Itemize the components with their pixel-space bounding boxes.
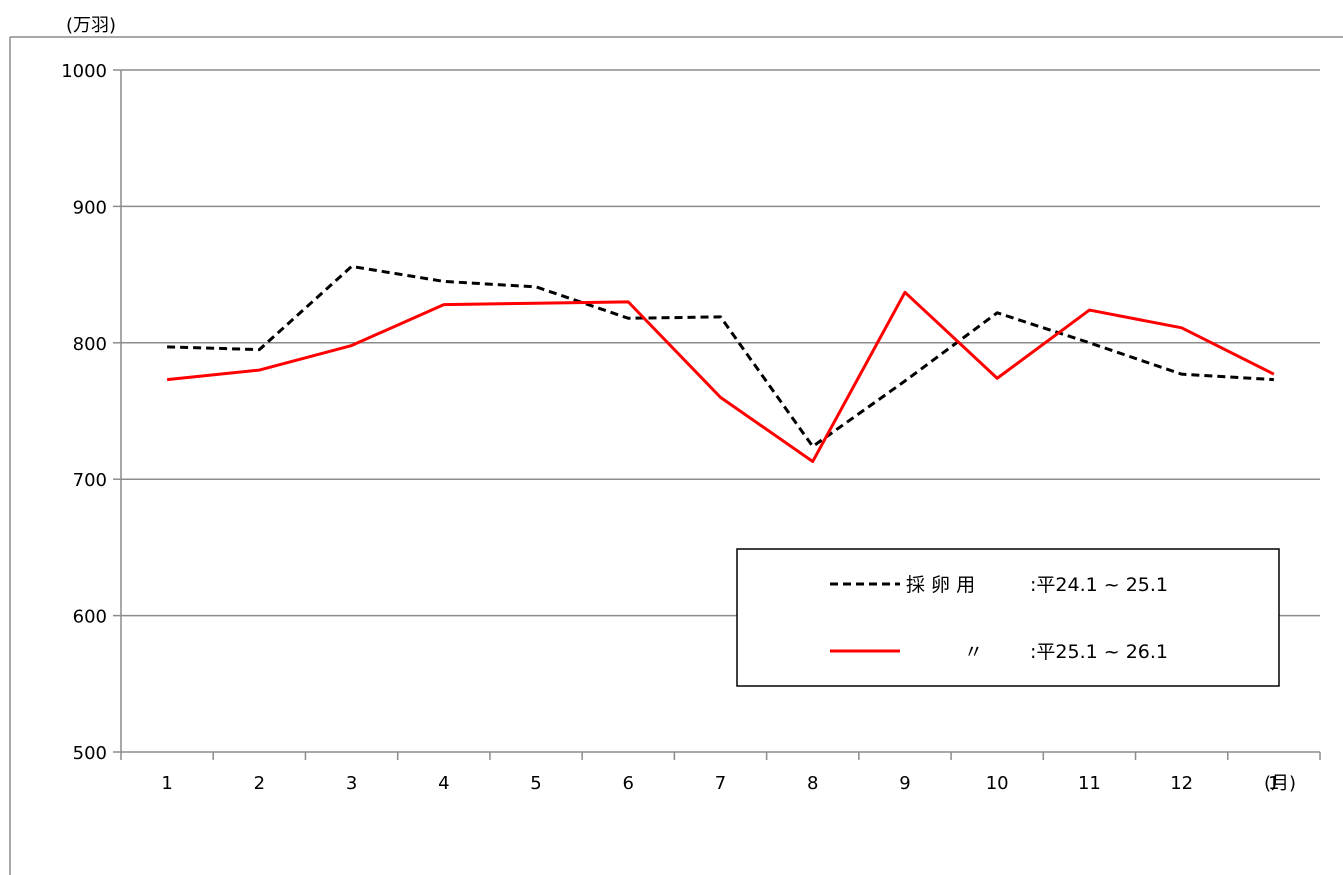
x-tick-label: 2 <box>254 773 265 794</box>
legend-period-series-1: :平24.1 ~ 25.1 <box>1030 574 1168 596</box>
legend-label-series-1: 採 卵 用 <box>906 574 975 596</box>
x-tick-label: 9 <box>899 773 910 794</box>
x-tick-label: 11 <box>1078 773 1101 794</box>
legend: 採 卵 用 :平24.1 ~ 25.1 〃 :平25.1 ~ 26.1 <box>736 548 1280 687</box>
gridlines <box>121 69 1320 617</box>
x-tick-label: 1 <box>161 773 172 794</box>
y-axis-ticks: 500 600 700 800 900 1000 <box>61 61 121 764</box>
x-tick-label: 6 <box>623 773 634 794</box>
x-tick-label: 10 <box>986 773 1009 794</box>
x-tick-label: 3 <box>346 773 357 794</box>
y-tick-label: 600 <box>73 607 107 628</box>
legend-label-series-2: 〃 <box>964 641 983 663</box>
y-tick-label: 1000 <box>61 61 107 82</box>
y-tick-label: 800 <box>73 334 107 355</box>
x-tick-label: 4 <box>438 773 449 794</box>
x-unit-label: (月) <box>1264 773 1296 794</box>
x-tick-label: 8 <box>807 773 818 794</box>
y-tick-label: 700 <box>73 470 107 491</box>
x-tick-label: 1 <box>1268 773 1279 794</box>
series-line-1 <box>167 264 1274 448</box>
x-tick-label: 7 <box>715 773 726 794</box>
x-axis-ticks: 1 2 3 4 5 6 7 8 9 10 11 12 1 <box>120 752 1321 794</box>
y-tick-label: 500 <box>73 743 107 764</box>
x-tick-label: 12 <box>1170 773 1193 794</box>
series-lines <box>166 264 1275 463</box>
y-unit-label: (万羽) <box>66 15 116 36</box>
legend-box <box>736 548 1280 687</box>
y-tick-label: 900 <box>73 197 107 218</box>
legend-period-series-2: :平25.1 ~ 26.1 <box>1030 641 1168 663</box>
x-tick-label: 5 <box>530 773 541 794</box>
